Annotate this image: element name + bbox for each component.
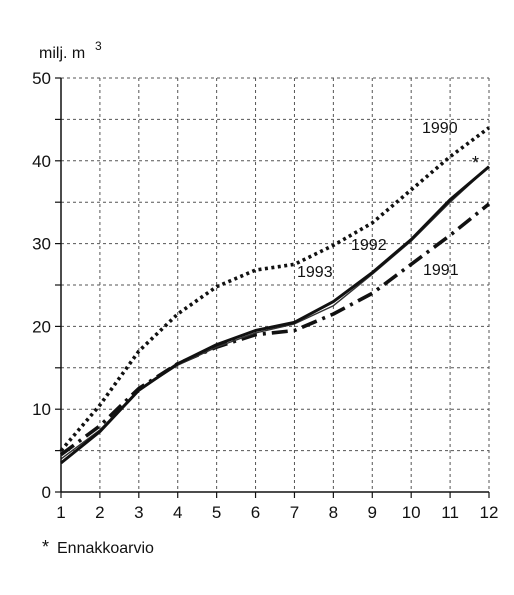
series-label-1991: 1991 xyxy=(423,262,459,279)
axes xyxy=(55,77,490,498)
y-tick-label-0: 0 xyxy=(42,483,51,502)
x-tick-label-3: 3 xyxy=(134,503,143,522)
x-tick-label-7: 7 xyxy=(290,503,299,522)
y-tick-label-50: 50 xyxy=(32,69,51,88)
series-label-1993: 1993 xyxy=(297,264,333,281)
series-line-1991 xyxy=(59,202,491,457)
footnote-text: Ennakkoarvio xyxy=(57,540,154,557)
x-tick-label-10: 10 xyxy=(402,503,421,522)
estimate-asterisk: * xyxy=(472,153,479,173)
x-tick-label-6: 6 xyxy=(251,503,260,522)
series-label-1992: 1992 xyxy=(351,237,387,254)
x-tick-label-5: 5 xyxy=(212,503,221,522)
series-line-1992 xyxy=(60,166,490,460)
footnote-marker: * xyxy=(42,537,49,557)
y-axis-unit-label: milj. m xyxy=(39,45,85,62)
y-axis-unit-superscript: 3 xyxy=(95,39,102,53)
series-label-1990: 1990 xyxy=(422,120,458,137)
x-tick-label-1: 1 xyxy=(56,503,65,522)
series-lines xyxy=(59,126,491,465)
x-tick-label-2: 2 xyxy=(95,503,104,522)
series-line-1993 xyxy=(60,165,490,465)
x-tick-label-12: 12 xyxy=(480,503,499,522)
x-tick-label-4: 4 xyxy=(173,503,182,522)
series-line-1990 xyxy=(59,126,491,452)
y-tick-label-20: 20 xyxy=(32,317,51,336)
x-tick-label-11: 11 xyxy=(441,503,459,522)
plot-grid xyxy=(61,77,490,492)
y-tick-label-30: 30 xyxy=(32,235,51,254)
y-tick-label-40: 40 xyxy=(32,152,51,171)
x-tick-label-8: 8 xyxy=(329,503,338,522)
y-tick-label-10: 10 xyxy=(32,400,51,419)
x-tick-label-9: 9 xyxy=(368,503,377,522)
